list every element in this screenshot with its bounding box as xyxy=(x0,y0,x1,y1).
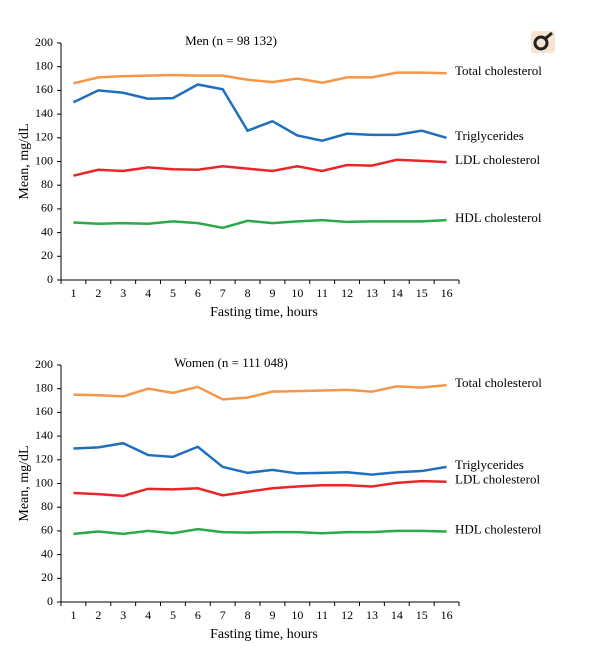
y-tick-label: 80 xyxy=(41,499,53,513)
x-tick-label: 7 xyxy=(220,286,226,300)
x-tick-label: 16 xyxy=(441,608,453,622)
series-label: Total cholesterol xyxy=(455,63,542,78)
series-line xyxy=(73,158,447,177)
y-tick-label: 140 xyxy=(35,428,53,442)
x-tick-label: 12 xyxy=(341,286,353,300)
x-tick-label: 8 xyxy=(245,608,251,622)
x-tick-label: 1 xyxy=(70,286,76,300)
x-tick-label: 9 xyxy=(269,608,275,622)
series-line xyxy=(73,218,447,230)
series-label: Triglycerides xyxy=(455,128,524,143)
y-axis-label: Mean, mg/dL xyxy=(17,123,32,199)
series-label: LDL cholesterol xyxy=(455,152,540,167)
x-tick-label: 13 xyxy=(366,286,378,300)
y-tick-label: 100 xyxy=(35,475,53,489)
icon[interactable] xyxy=(531,31,555,53)
series-label: HDL cholesterol xyxy=(455,210,542,225)
chart-title: Men (n = 98 132) xyxy=(185,33,277,48)
y-tick-label: 180 xyxy=(35,380,53,394)
series-line xyxy=(73,71,447,85)
x-tick-label: 14 xyxy=(391,608,403,622)
x-tick-label: 5 xyxy=(170,286,176,300)
x-tick-label: 6 xyxy=(195,286,201,300)
x-tick-label: 3 xyxy=(120,608,126,622)
y-tick-label: 40 xyxy=(41,546,53,560)
series-line xyxy=(73,383,447,401)
x-tick-label: 2 xyxy=(95,286,101,300)
y-tick-label: 80 xyxy=(41,177,53,191)
y-tick-label: 160 xyxy=(35,82,53,96)
x-tick-label: 10 xyxy=(291,608,303,622)
x-axis-label: Fasting time, hours xyxy=(210,627,318,642)
y-tick-label: 0 xyxy=(47,594,53,608)
x-tick-label: 12 xyxy=(341,608,353,622)
series-line xyxy=(73,479,447,498)
y-tick-label: 60 xyxy=(41,523,53,537)
x-tick-label: 6 xyxy=(195,608,201,622)
y-tick-label: 180 xyxy=(35,58,53,72)
x-tick-label: 1 xyxy=(70,608,76,622)
icon-handle[interactable] xyxy=(545,31,553,40)
y-tick-label: 200 xyxy=(35,357,53,371)
y-tick-label: 160 xyxy=(35,404,53,418)
x-tick-label: 10 xyxy=(291,286,303,300)
x-tick-label: 14 xyxy=(391,286,403,300)
x-tick-label: 3 xyxy=(120,286,126,300)
x-axis-label: Fasting time, hours xyxy=(210,305,318,320)
series-label: Triglycerides xyxy=(455,457,524,472)
x-tick-label: 15 xyxy=(416,608,428,622)
x-tick-label: 16 xyxy=(441,286,453,300)
y-tick-label: 20 xyxy=(41,570,53,584)
y-tick-label: 0 xyxy=(47,272,53,286)
y-tick-label: 40 xyxy=(41,224,53,238)
x-tick-label: 4 xyxy=(145,608,151,622)
x-tick-label: 8 xyxy=(245,286,251,300)
x-tick-label: 15 xyxy=(416,286,428,300)
series-label: LDL cholesterol xyxy=(455,472,540,487)
y-axis-label: Mean, mg/dL xyxy=(17,445,32,521)
x-tick-label: 4 xyxy=(145,286,151,300)
x-tick-label: 5 xyxy=(170,608,176,622)
icon-ring[interactable] xyxy=(533,35,549,51)
y-tick-label: 120 xyxy=(35,452,53,466)
y-tick-label: 20 xyxy=(41,248,53,262)
series-line xyxy=(73,441,447,476)
x-tick-label: 9 xyxy=(269,286,275,300)
series-label: HDL cholesterol xyxy=(455,521,542,536)
series-line xyxy=(72,83,447,143)
x-tick-label: 7 xyxy=(220,608,226,622)
y-tick-label: 60 xyxy=(41,201,53,215)
x-tick-label: 2 xyxy=(95,608,101,622)
x-tick-label: 13 xyxy=(366,608,378,622)
y-tick-label: 120 xyxy=(35,130,53,144)
chart-title: Women (n = 111 048) xyxy=(174,355,288,370)
y-tick-label: 200 xyxy=(35,35,53,49)
x-tick-label: 11 xyxy=(316,286,328,300)
series-line xyxy=(73,527,447,536)
series-label: Total cholesterol xyxy=(455,375,542,390)
y-tick-label: 100 xyxy=(35,153,53,167)
x-tick-label: 11 xyxy=(316,608,328,622)
y-tick-label: 140 xyxy=(35,106,53,120)
